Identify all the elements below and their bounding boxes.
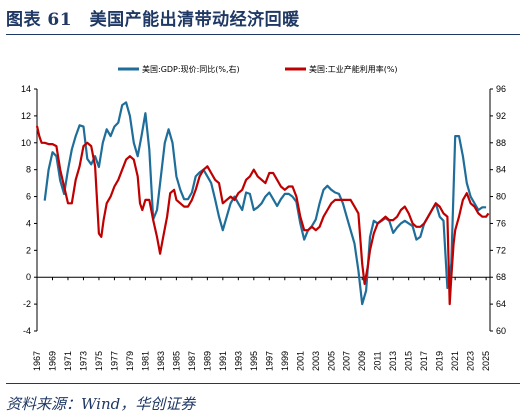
y-right-tick-label: 96 (496, 84, 506, 94)
source-note: 资料来源：Wind，华创证券 (6, 395, 196, 413)
x-tick-label: 2005 (326, 351, 336, 371)
y-right-tick-label: 84 (496, 165, 506, 175)
x-tick-label: 1975 (94, 351, 104, 371)
y-right-tick-label: 68 (496, 272, 506, 282)
x-tick-label: 1977 (109, 351, 119, 371)
y-left-tick-label: 10 (21, 138, 31, 148)
legend-label-gdp: 美国:GDP:现价:同比(%,右) (142, 64, 240, 74)
y-right-tick-label: 92 (496, 111, 506, 121)
x-tick-label: 2011 (373, 351, 383, 370)
x-tick-label: 2013 (388, 351, 398, 371)
x-tick-label: 1969 (47, 351, 57, 371)
x-tick-label: 2017 (419, 351, 429, 371)
x-tick-label: 2025 (481, 351, 491, 371)
x-tick-label: 2007 (342, 351, 352, 371)
x-tick-label: 2023 (466, 351, 476, 371)
x-tick-label: 1993 (233, 351, 243, 371)
x-tick-label: 1983 (156, 351, 166, 371)
y-left-tick-label: 2 (26, 245, 31, 255)
x-tick-label: 1981 (140, 351, 150, 371)
x-tick-label: 1967 (32, 351, 42, 371)
source-divider (6, 383, 520, 384)
x-tick-label: 2009 (357, 351, 367, 371)
y-right-tick-label: 72 (496, 245, 506, 255)
x-tick-label: 2019 (435, 351, 445, 371)
legend-label-capacity: 美国:工业产能利用率(%) (309, 64, 398, 74)
y-left-tick-label: 12 (21, 111, 31, 121)
y-right-tick-label: 64 (496, 299, 506, 309)
y-left-tick-label: -2 (23, 299, 31, 309)
y-right-tick-label: 80 (496, 192, 506, 202)
y-left-tick-label: 4 (26, 218, 31, 228)
x-tick-label: 1973 (78, 351, 88, 371)
series-layer (35, 101, 490, 306)
x-tick-label: 1987 (187, 351, 197, 371)
y-left-tick-label: 8 (26, 165, 31, 175)
y-left-tick-label: -4 (23, 326, 31, 336)
y-right-tick-label: 88 (496, 138, 506, 148)
x-tick-label: 2015 (404, 351, 414, 371)
series-line-capacity-utilization (35, 125, 490, 306)
y-left-tick-label: 0 (26, 272, 31, 282)
chart-canvas: 美国:GDP:现价:同比(%,右) 美国:工业产能利用率(%) -4 -2 0 2 4 6… (21, 64, 506, 371)
x-tick-label: 1989 (202, 351, 212, 371)
x-tick-label: 1991 (218, 351, 228, 371)
title-divider (6, 34, 520, 35)
x-tick-label: 2003 (311, 351, 321, 371)
y-right-tick-label: 76 (496, 218, 506, 228)
x-tick-label: 1985 (171, 351, 181, 371)
x-tick-label: 1995 (249, 351, 259, 371)
x-tick-label: 1979 (125, 351, 135, 371)
y-left-tick-label: 14 (21, 84, 31, 94)
x-tick-label: 2001 (295, 351, 305, 371)
x-tick-label: 1997 (264, 351, 274, 371)
y-left-tick-label: 6 (26, 192, 31, 202)
series-line-gdp-yoy (43, 101, 487, 306)
x-tick-label: 2021 (450, 351, 460, 371)
x-tick-label: 1971 (63, 351, 73, 371)
x-tick-label: 1999 (280, 351, 290, 371)
legend: 美国:GDP:现价:同比(%,右) 美国:工业产能利用率(%) (118, 64, 398, 74)
figure-title: 图表 61 美国产能出清带动经济回暖 (6, 10, 300, 30)
y-right-tick-label: 60 (496, 326, 506, 336)
